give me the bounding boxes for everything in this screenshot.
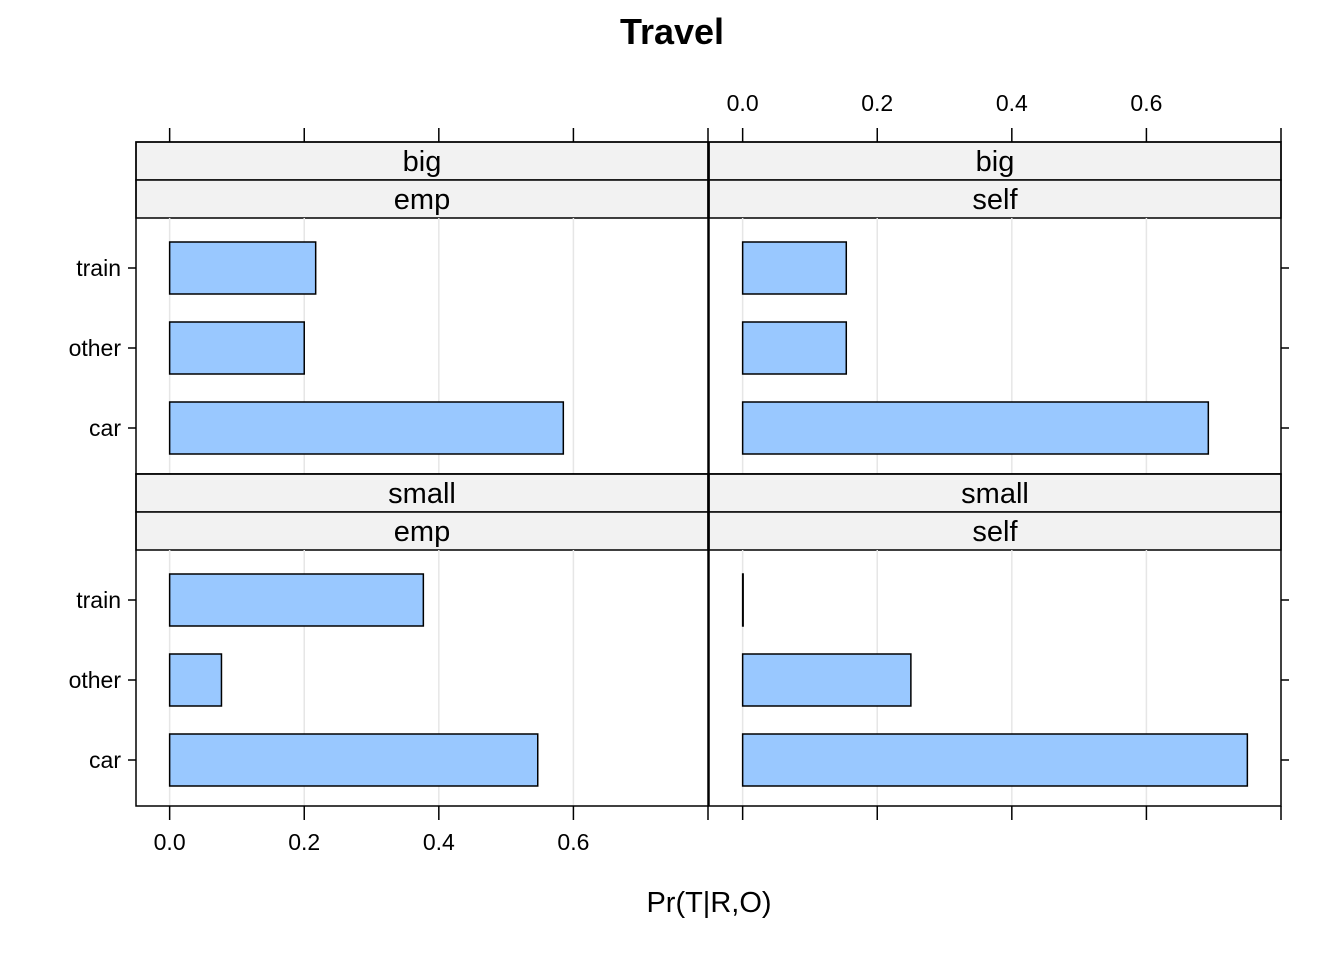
x-axis-title: Pr(T|R,O) bbox=[646, 887, 771, 919]
panel-big-self: big self bbox=[708, 141, 1282, 475]
bar-train bbox=[168, 241, 317, 295]
strip-background bbox=[135, 179, 709, 219]
panel-big-emp: big emp bbox=[135, 141, 709, 475]
panel-small-self: small self bbox=[708, 473, 1282, 807]
bar-other bbox=[741, 321, 848, 375]
bar-car bbox=[741, 733, 1249, 787]
bar-car bbox=[168, 733, 539, 787]
strip-background bbox=[135, 141, 709, 181]
strip-label: emp bbox=[394, 516, 450, 548]
category-label: train bbox=[76, 255, 121, 281]
x-tick-label-top: 0.2 bbox=[861, 90, 893, 116]
panel-frame bbox=[135, 473, 709, 807]
category-label: other bbox=[69, 335, 122, 361]
x-tick-label-bottom: 0.0 bbox=[154, 829, 186, 855]
bar-other bbox=[741, 653, 912, 707]
strip-label: self bbox=[972, 184, 1018, 216]
bar-car bbox=[741, 401, 1210, 455]
strip-label: self bbox=[972, 516, 1018, 548]
strip-label: small bbox=[388, 478, 456, 510]
bar-train bbox=[741, 573, 744, 627]
strip-label: small bbox=[961, 478, 1029, 510]
category-label: car bbox=[89, 747, 121, 773]
panel-small-emp: small emp bbox=[135, 473, 709, 807]
x-tick-label-top: 0.6 bbox=[1130, 90, 1162, 116]
category-label: other bbox=[69, 667, 122, 693]
x-tick-label-bottom: 0.6 bbox=[557, 829, 589, 855]
category-label: car bbox=[89, 415, 121, 441]
strip-label: emp bbox=[394, 184, 450, 216]
category-label: train bbox=[76, 587, 121, 613]
strip-label: big bbox=[403, 146, 442, 178]
x-tick-label-top: 0.0 bbox=[727, 90, 759, 116]
bar-other bbox=[168, 653, 223, 707]
x-tick-label-top: 0.4 bbox=[996, 90, 1028, 116]
bar-train bbox=[168, 573, 425, 627]
x-tick-label-bottom: 0.4 bbox=[423, 829, 455, 855]
bar-train bbox=[741, 241, 848, 295]
strip-label: big bbox=[976, 146, 1015, 178]
bar-other bbox=[168, 321, 305, 375]
strip-background bbox=[135, 473, 709, 513]
axes-group: train other car train other car 0.0 0.2 0.4 0.6 0.… bbox=[69, 90, 1289, 855]
chart-title: Travel bbox=[620, 11, 724, 52]
bar-car bbox=[168, 401, 565, 455]
panel-frame bbox=[708, 473, 1282, 807]
strip-background bbox=[135, 511, 709, 551]
x-tick-label-bottom: 0.2 bbox=[288, 829, 320, 855]
panels-group: big emp big self small emp small self bbox=[135, 141, 1282, 807]
